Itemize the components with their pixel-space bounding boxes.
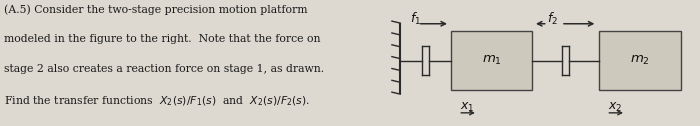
Text: modeled in the figure to the right.  Note that the force on: modeled in the figure to the right. Note… <box>4 34 321 44</box>
Text: (A.5) Consider the two-stage precision motion platform: (A.5) Consider the two-stage precision m… <box>4 4 308 15</box>
Bar <box>452 31 531 90</box>
Text: Find the transfer functions  $X_2(s)/F_1(s)$  and  $X_2(s)/F_2(s)$.: Find the transfer functions $X_2(s)/F_1(… <box>4 94 310 108</box>
Text: $f_1$: $f_1$ <box>410 11 421 27</box>
Text: $x_2$: $x_2$ <box>608 101 622 114</box>
Text: $x_1$: $x_1$ <box>460 101 475 114</box>
Bar <box>598 31 681 90</box>
Text: stage 2 also creates a reaction force on stage 1, as drawn.: stage 2 also creates a reaction force on… <box>4 64 324 74</box>
Text: $f_2$: $f_2$ <box>547 11 558 27</box>
Text: $m_2$: $m_2$ <box>630 54 650 67</box>
Text: $m_1$: $m_1$ <box>482 54 501 67</box>
